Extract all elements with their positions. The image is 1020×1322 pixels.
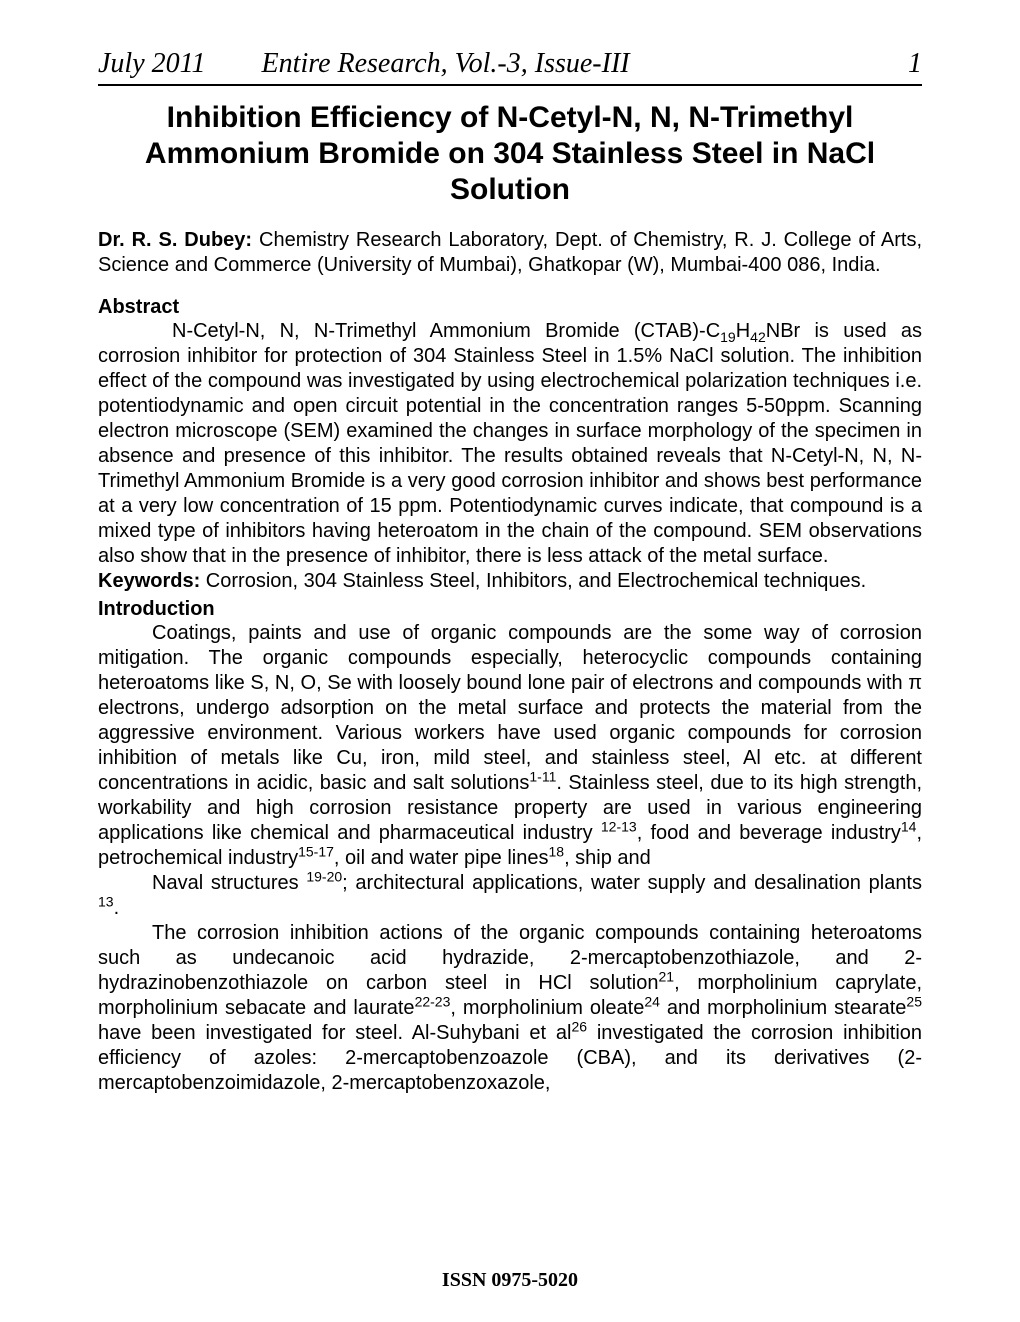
author-block: Dr. R. S. Dubey: Chemistry Research Labo…: [98, 228, 922, 278]
header-left: July 2011 Entire Research, Vol.-3, Issue…: [98, 48, 630, 80]
intro-text: Naval structures: [152, 872, 306, 894]
citation-sup: 12-13: [601, 818, 637, 834]
formula-sub: 42: [750, 329, 766, 345]
running-header: July 2011 Entire Research, Vol.-3, Issue…: [98, 48, 922, 80]
abstract-heading: Abstract: [98, 296, 922, 319]
header-page-number: 1: [908, 48, 922, 80]
intro-text: , ship and: [564, 847, 651, 869]
intro-paragraph-2: Naval structures 19-20; architectural ap…: [98, 871, 922, 921]
abstract-paragraph: N-Cetyl-N, N, N-Trimethyl Ammonium Bromi…: [98, 319, 922, 569]
intro-text: , morpholinium oleate: [450, 997, 644, 1019]
citation-sup: 18: [548, 843, 564, 859]
intro-paragraph-3: The corrosion inhibition actions of the …: [98, 921, 922, 1096]
citation-sup: 13: [98, 893, 114, 909]
intro-text: , oil and water pipe lines: [334, 847, 549, 869]
abstract-text: H: [736, 320, 750, 342]
issn-footer: ISSN 0975-5020: [0, 1269, 1020, 1292]
intro-paragraph-1: Coatings, paints and use of organic comp…: [98, 621, 922, 871]
intro-text: and morpholinium stearate: [660, 997, 907, 1019]
intro-text: have been investigated for steel. Al-Suh…: [98, 1022, 571, 1044]
citation-sup: 19-20: [306, 868, 342, 884]
citation-sup: 26: [571, 1018, 587, 1034]
citation-sup: 24: [644, 993, 660, 1009]
citation-sup: 25: [906, 993, 922, 1009]
formula-sub: 19: [720, 329, 736, 345]
abstract-text: N-Cetyl-N, N, N-Trimethyl Ammonium Bromi…: [172, 320, 720, 342]
header-rule: [98, 84, 922, 86]
intro-text: .: [114, 897, 120, 919]
intro-text: , food and beverage industry: [637, 822, 901, 844]
introduction-heading: Introduction: [98, 598, 922, 621]
article-title: Inhibition Efficiency of N-Cetyl-N, N, N…: [98, 100, 922, 208]
author-name: Dr. R. S. Dubey:: [98, 229, 252, 251]
abstract-text: NBr is used as corrosion inhibitor for p…: [98, 320, 922, 567]
intro-text: ; architectural applications, water supp…: [342, 872, 922, 894]
keywords-label: Keywords:: [98, 570, 200, 592]
citation-sup: 1-11: [529, 768, 556, 784]
citation-sup: 14: [901, 818, 917, 834]
intro-text: Coatings, paints and use of organic comp…: [98, 622, 922, 794]
citation-sup: 22-23: [415, 993, 451, 1009]
keywords-line: Keywords: Corrosion, 304 Stainless Steel…: [98, 569, 922, 594]
citation-sup: 21: [658, 968, 674, 984]
citation-sup: 15-17: [298, 843, 334, 859]
keywords-text: Corrosion, 304 Stainless Steel, Inhibito…: [200, 570, 866, 592]
